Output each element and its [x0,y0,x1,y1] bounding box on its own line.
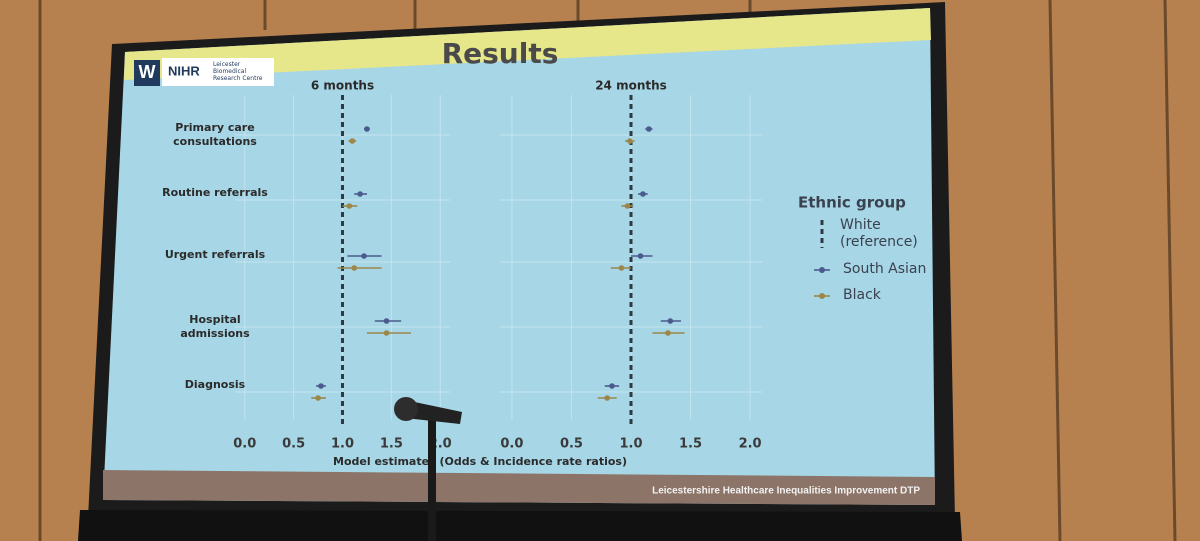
point [383,330,390,336]
category-label: Routine referrals [162,186,268,199]
panel-title: 6 months [311,79,374,93]
x-tick-label: 0.0 [233,437,256,452]
point [665,330,671,336]
point [357,191,363,197]
mic-stand [428,415,436,541]
logo: W [139,62,156,82]
category-label: Hospital admissions [180,313,250,340]
point [318,383,324,389]
legend-title: Ethnic group [798,194,906,212]
mic-head [394,397,418,421]
org-sub: Leicester Biomedical Research Centre [213,61,263,82]
microphone [394,397,462,541]
logo-box [134,60,160,86]
legend-label: White (reference) [840,217,918,250]
legend-symbol [819,267,825,273]
point [351,265,358,271]
x-tick-label: 2.0 [739,437,762,452]
x-tick-label: 0.0 [500,437,523,452]
slide-title: Results [442,37,559,70]
header-band [124,8,931,80]
point [667,318,674,324]
x-tick-label: 1.0 [331,437,354,452]
footer-band [103,470,935,505]
mic-body [405,400,462,424]
x-tick-label: 1.5 [679,437,702,452]
x-tick-label: 0.5 [560,437,583,452]
legend-label: Black [843,287,881,303]
point [624,203,631,209]
legend-symbol [819,293,825,299]
point [346,203,353,209]
footer: Leicestershire Healthcare Inequalities I… [652,486,920,497]
wall-seam [1163,0,1177,541]
category-label: Diagnosis [184,378,246,391]
category-label: Primary care consultations [173,121,257,148]
point [640,191,646,197]
point [349,138,356,144]
x-tick-label: 0.5 [282,437,305,452]
legend-label: South Asian [843,261,927,277]
point [618,265,625,271]
slide [103,8,935,505]
org-box [162,58,274,86]
point [383,318,390,324]
point [364,126,370,132]
point [315,395,321,401]
point [646,126,652,132]
x-tick-label: 1.0 [619,437,642,452]
x-tick-label: 1.5 [380,437,403,452]
org: NIHR [168,63,200,78]
plot: 0.0 0.5 1.0 1.5 2.0 6 months Model estimates (… [233,79,906,469]
point [637,253,644,259]
point [604,395,610,401]
point [627,138,633,144]
screen-base [78,510,962,541]
category-label: Urgent referrals [164,248,266,261]
panel-title: 24 months [595,79,667,93]
wall-seam [1048,0,1062,541]
point [361,253,367,259]
x-axis-label: Model estimates (Odds & Incidence rate r… [333,455,627,468]
point [609,383,615,389]
